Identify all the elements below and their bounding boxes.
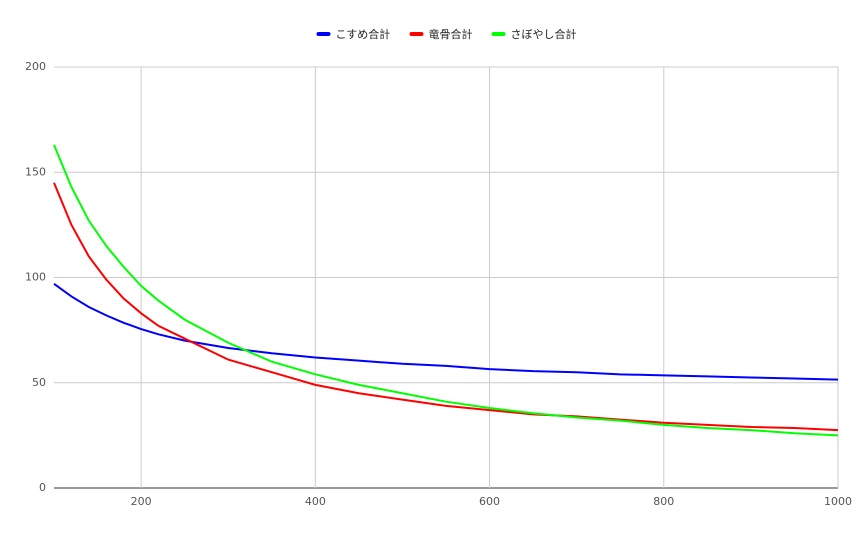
y-tick-label: 150: [25, 165, 46, 178]
legend-swatch: [316, 32, 331, 36]
y-tick-label: 0: [39, 481, 46, 494]
x-tick-label: 600: [479, 495, 500, 508]
y-tick-label: 100: [25, 271, 46, 284]
line: [53, 144, 839, 437]
line: [53, 283, 839, 381]
legend-label: 竜骨合計: [429, 27, 473, 41]
line: [53, 182, 839, 432]
x-tick-label: 400: [305, 495, 326, 508]
x-tick-label: 800: [653, 495, 674, 508]
y-tick-label: 200: [25, 60, 46, 73]
x-tick-label: 200: [131, 495, 152, 508]
legend-label: こすめ合計: [336, 27, 391, 41]
legend-swatch: [491, 32, 506, 36]
legend-label: さぼやし合計: [511, 27, 577, 41]
y-tick-label: 50: [32, 376, 46, 389]
x-tick-label: 1000: [824, 495, 852, 508]
legend-swatch: [409, 32, 424, 36]
